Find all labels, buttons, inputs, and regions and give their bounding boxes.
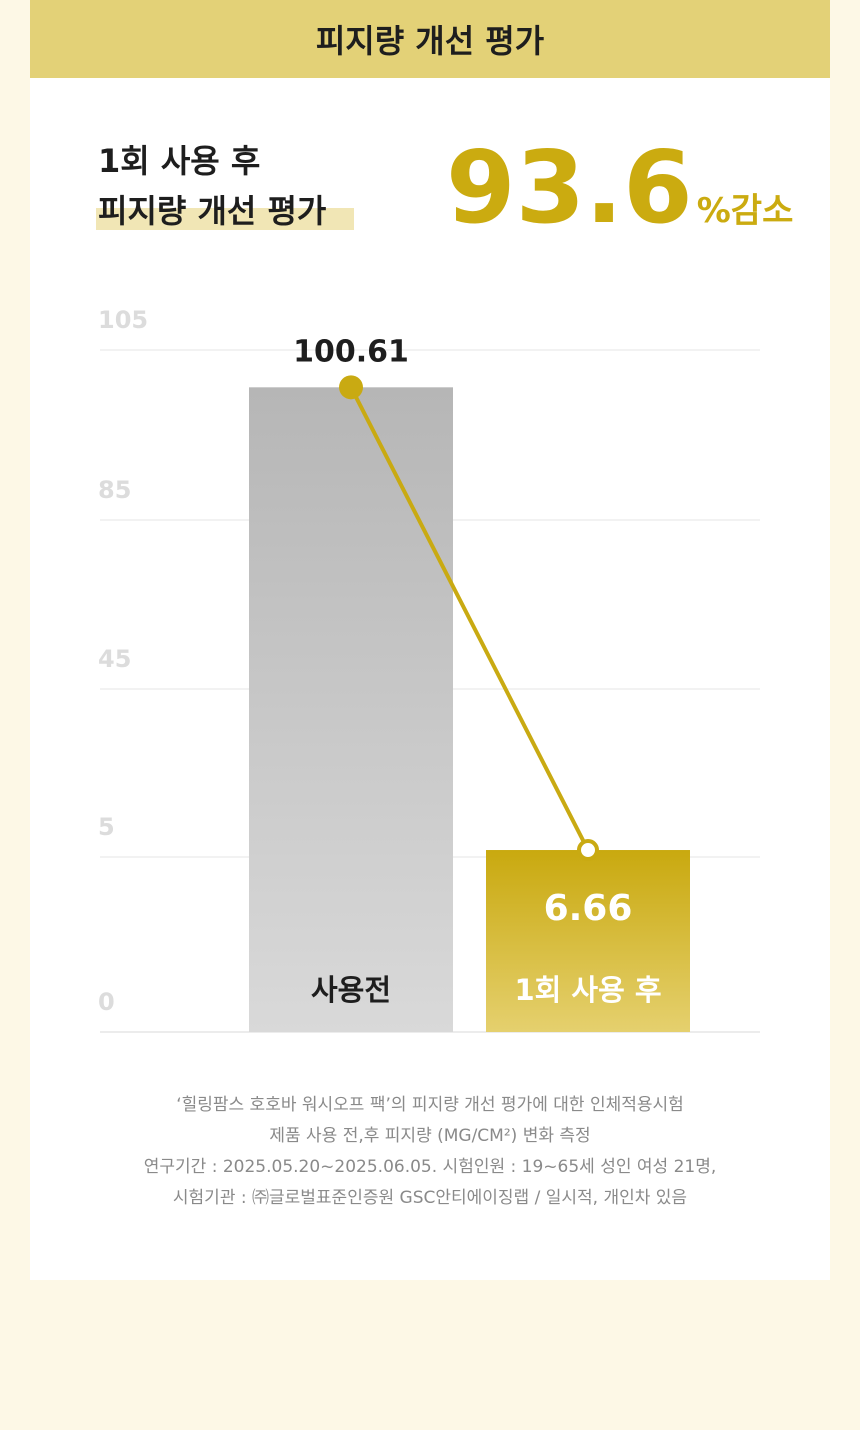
footnote-line: 제품 사용 전,후 피지량 (MG/CM²) 변화 측정 xyxy=(269,1126,590,1146)
y-tick-label: 5 xyxy=(98,813,115,841)
value-label: 6.66 xyxy=(544,888,633,929)
headline-line: 1회 사용 후 xyxy=(98,142,260,180)
header-bar xyxy=(30,0,830,78)
y-tick-label: 0 xyxy=(98,988,115,1016)
y-tick-label: 105 xyxy=(98,306,148,334)
headline-unit: %감소 xyxy=(697,191,794,231)
headline-line: 피지량 개선 평가 xyxy=(98,192,326,230)
headline-value: 93.6 xyxy=(446,129,693,246)
point xyxy=(339,375,363,400)
category-label: 사용전 xyxy=(311,973,391,1007)
footnote-line: ‘힐링팜스 호호바 워시오프 팩’의 피지량 개선 평가에 대한 인체적용시험 xyxy=(176,1095,684,1115)
value-label: 100.61 xyxy=(293,334,409,369)
connector-line xyxy=(349,386,590,851)
footnote-line: 시험기관 : ㈜글로벌표준인증원 GSC안티에이징랩 / 일시적, 개인차 있음 xyxy=(173,1188,687,1208)
category-label: 1회 사용 후 xyxy=(514,973,661,1007)
bar xyxy=(249,387,453,1032)
y-tick-label: 85 xyxy=(98,476,131,504)
footnote: ‘힐링팜스 호호바 워시오프 팩’의 피지량 개선 평가에 대한 인체적용시험제… xyxy=(144,1095,717,1208)
bar xyxy=(486,850,690,1032)
point xyxy=(577,839,599,862)
headline-figure: 93.6 %감소 xyxy=(446,129,793,246)
chart: 0 5 45 85 105 사용전 100.61 1회 사용 후 6.66 xyxy=(98,306,760,1033)
header-title: 피지량 개선 평가 xyxy=(316,22,544,60)
highlight xyxy=(96,208,354,230)
y-tick-label: 45 xyxy=(98,645,131,673)
footnote-line: 연구기간 : 2025.05.20~2025.06.05. 시험인원 : 19~… xyxy=(144,1157,717,1177)
